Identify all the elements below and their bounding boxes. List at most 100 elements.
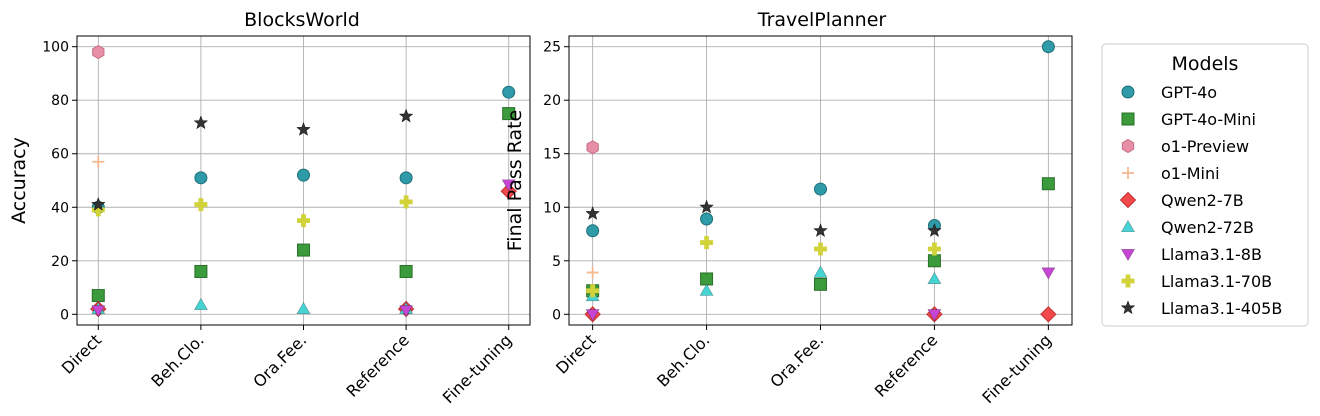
point-llama3-1-405b-beh-clo	[193, 115, 209, 130]
point-gpt-4o-mini-fine-tuning	[502, 107, 516, 121]
legend-item-llama3-1-8b: Llama3.1-8B	[1120, 245, 1262, 264]
point-qwen2-72b-reference	[927, 271, 942, 285]
point-o1-mini-direct	[92, 155, 105, 168]
y-tick-label: 100	[42, 40, 69, 56]
legend-item-qwen2-7b: Qwen2-7B	[1119, 191, 1244, 210]
point-llama3-1-70b-reference	[399, 195, 413, 209]
legend-label: Qwen2-72B	[1161, 218, 1254, 237]
point-gpt-4o-mini-beh-clo	[194, 264, 208, 278]
data-points	[584, 40, 1057, 323]
legend-label: GPT-4o-Mini	[1161, 110, 1256, 129]
x-tick-label: Direct	[58, 330, 105, 377]
y-axis-label: Accuracy	[8, 137, 30, 224]
legend-item-o1-preview: o1-Preview	[1121, 137, 1249, 156]
point-llama3-1-70b-ora-fee	[297, 214, 310, 228]
point-qwen2-72b-beh-clo	[699, 283, 714, 296]
point-llama3-1-405b-beh-clo	[699, 199, 714, 214]
point-llama3-1-8b-direct	[91, 305, 106, 318]
chart-panel-travelplanner: 0 5 10 15 20 25 Direct Beh.Clo. Ora.Fee. Referenc…	[504, 9, 1073, 407]
x-tick-label: Fine-tuning	[439, 330, 516, 407]
legend-item-qwen2-72b: Qwen2-72B	[1120, 218, 1254, 237]
y-tick-label: 40	[51, 200, 69, 216]
point-gpt-4o-fine-tuning	[1041, 40, 1055, 54]
legend-label: Llama3.1-405B	[1161, 299, 1282, 318]
point-qwen2-7b-fine-tuning	[500, 182, 517, 200]
legend-marker-gpt-4o	[1121, 85, 1135, 99]
y-tick-label: 25	[543, 40, 561, 56]
point-o1-preview-direct	[586, 140, 599, 155]
legend-marker-qwen2-7b	[1119, 191, 1137, 209]
legend-marker-o1-mini	[1122, 167, 1134, 179]
point-gpt-4o-fine-tuning	[502, 85, 516, 99]
legend-label: GPT-4o	[1161, 83, 1217, 102]
y-tick-label: 80	[51, 93, 69, 109]
point-llama3-1-405b-reference	[398, 108, 414, 123]
x-tick-label: Fine-tuning	[978, 330, 1055, 407]
point-llama3-1-8b-fine-tuning	[1041, 267, 1056, 280]
point-llama3-1-405b-ora-fee	[813, 223, 828, 238]
legend-label: Llama3.1-70B	[1161, 272, 1272, 291]
y-tick-label: 20	[543, 93, 561, 109]
point-gpt-4o-reference	[399, 171, 413, 185]
legend-frame	[1101, 43, 1309, 327]
legend-title: Models	[1172, 53, 1239, 75]
point-llama3-1-405b-ora-fee	[296, 121, 311, 136]
data-points	[90, 44, 517, 318]
point-llama3-1-70b-direct	[586, 284, 600, 298]
y-tick-label: 60	[51, 147, 69, 163]
x-tick-label: Ora.Fee.	[249, 330, 310, 391]
point-gpt-4o-mini-ora-fee	[297, 243, 310, 257]
chart-title: BlocksWorld	[244, 9, 360, 31]
point-gpt-4o-mini-direct	[91, 289, 105, 303]
point-llama3-1-70b-ora-fee	[814, 242, 827, 256]
point-gpt-4o-beh-clo	[194, 171, 208, 185]
point-gpt-4o-mini-reference	[927, 254, 941, 268]
legend-item-gpt-4o: GPT-4o	[1121, 83, 1217, 102]
legend-label: Qwen2-7B	[1161, 191, 1244, 210]
x-tick-label: Reference	[871, 330, 941, 400]
point-llama3-1-8b-fine-tuning	[501, 179, 516, 192]
x-tick-label: Beh.Clo.	[653, 330, 713, 390]
legend: Models GPT-4o GPT-4o-Mini o1-Preview o1-Min…	[1101, 43, 1309, 327]
y-tick-label: 0	[552, 307, 561, 323]
legend-marker-o1-preview	[1121, 138, 1135, 154]
y-tick-label: 15	[543, 147, 561, 163]
point-gpt-4o-mini-ora-fee	[814, 277, 827, 291]
y-tick-label: 0	[60, 307, 69, 323]
point-qwen2-72b-beh-clo	[193, 297, 208, 310]
point-llama3-1-70b-beh-clo	[194, 198, 208, 212]
chart-panel-blocksworld: 0 20 40 60 80 100 Direct Beh.Clo. Ora.Fee. Refere…	[8, 9, 531, 407]
legend-marker-llama3-1-405b	[1120, 300, 1136, 315]
legend-label: Llama3.1-8B	[1161, 245, 1262, 264]
point-gpt-4o-ora-fee	[814, 182, 827, 196]
x-tick-label: Beh.Clo.	[147, 330, 207, 390]
point-qwen2-72b-ora-fee	[813, 265, 828, 278]
point-llama3-1-70b-direct	[91, 203, 105, 217]
point-llama3-1-8b-reference	[399, 305, 414, 318]
point-gpt-4o-mini-fine-tuning	[1041, 177, 1055, 191]
point-llama3-1-8b-direct	[585, 309, 600, 322]
legend-item-llama3-1-70b: Llama3.1-70B	[1121, 272, 1272, 291]
point-qwen2-7b-fine-tuning	[1040, 306, 1057, 323]
legend-label: o1-Preview	[1161, 137, 1249, 156]
legend-marker-qwen2-72b	[1120, 219, 1136, 233]
legend-item-llama3-1-405b: Llama3.1-405B	[1120, 299, 1282, 318]
point-gpt-4o-mini-beh-clo	[700, 272, 714, 286]
point-llama3-1-405b-direct	[90, 196, 106, 211]
point-gpt-4o-beh-clo	[700, 212, 714, 226]
point-llama3-1-70b-reference	[927, 242, 941, 256]
y-tick-label: 5	[552, 254, 561, 270]
point-llama3-1-405b-direct	[585, 205, 600, 220]
x-tick-label: Direct	[552, 330, 599, 377]
y-axis-label: Final Pass Rate	[504, 110, 526, 251]
point-llama3-1-70b-beh-clo	[700, 236, 714, 250]
point-o1-mini-direct	[586, 266, 599, 279]
chart-title: TravelPlanner	[757, 9, 887, 31]
x-tick-label: Ora.Fee.	[766, 330, 827, 391]
legend-marker-llama3-1-70b	[1121, 274, 1135, 288]
legend-label: o1-Mini	[1161, 164, 1220, 183]
point-gpt-4o-ora-fee	[297, 168, 310, 182]
legend-marker-gpt-4o-mini	[1121, 112, 1135, 126]
y-tick-label: 10	[543, 200, 561, 216]
